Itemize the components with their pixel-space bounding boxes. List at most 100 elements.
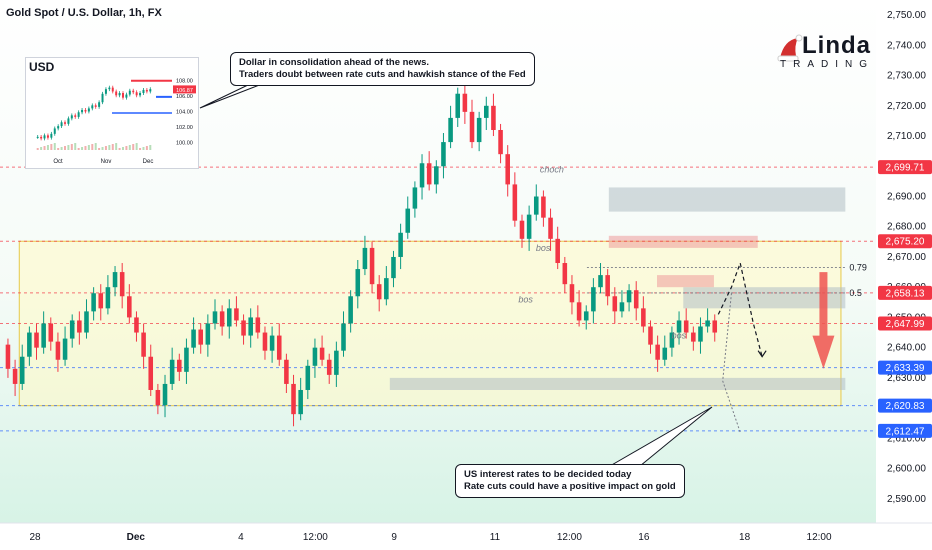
candle-body bbox=[305, 365, 311, 390]
inset-candle-body bbox=[125, 94, 128, 98]
price-tick-label: 2,730.00 bbox=[887, 71, 926, 82]
inset-volume-bar bbox=[104, 146, 107, 150]
candle-body bbox=[341, 323, 346, 351]
price-tick-label: 2,630.00 bbox=[887, 373, 926, 384]
candle-body bbox=[105, 287, 111, 309]
inset-volume-bar bbox=[91, 144, 94, 150]
candle-body bbox=[169, 359, 175, 384]
price-label-badge bbox=[878, 234, 932, 249]
price-label-text: 2,647.99 bbox=[886, 319, 925, 330]
inset-volume-bar bbox=[135, 143, 138, 150]
inset-title: USD bbox=[29, 60, 55, 74]
candle-body bbox=[512, 184, 518, 221]
candle-body bbox=[533, 196, 539, 215]
inset-candle-body bbox=[53, 128, 56, 134]
candle-body bbox=[91, 293, 96, 312]
price-label-badge bbox=[878, 423, 932, 438]
candle-body bbox=[712, 320, 718, 333]
candle-body bbox=[484, 105, 489, 118]
price-tick-label: 2,640.00 bbox=[887, 343, 926, 354]
price-label-badge bbox=[878, 285, 932, 300]
structure-label: bos bbox=[536, 243, 551, 253]
candle-body bbox=[355, 269, 361, 297]
inset-candle-body bbox=[111, 87, 114, 92]
inset-plot: 108.00 106.00 104.00 102.00 100.00 106.87 Oct N… bbox=[36, 79, 196, 165]
candle-body bbox=[312, 347, 318, 366]
callout-rates-line-2: Rate cuts could have a positive impact o… bbox=[464, 481, 676, 492]
price-tick-label: 2,680.00 bbox=[887, 222, 926, 233]
inset-volume-bar bbox=[101, 147, 104, 150]
inset-candle-body bbox=[87, 108, 90, 112]
candle-body bbox=[405, 208, 411, 233]
inset-volume-bar bbox=[142, 147, 145, 150]
candle-body bbox=[655, 344, 660, 360]
inset-volume-bar bbox=[77, 148, 80, 150]
candle-body bbox=[12, 368, 18, 384]
inset-volume-bar bbox=[53, 143, 56, 150]
inset-candle-body bbox=[94, 105, 97, 107]
candle-body bbox=[162, 383, 168, 406]
price-label-text: 2,620.83 bbox=[886, 401, 925, 412]
time-tick-label: 18 bbox=[739, 532, 751, 543]
candle-body bbox=[55, 341, 61, 360]
candle-body bbox=[583, 311, 589, 321]
candle-body bbox=[262, 332, 268, 351]
inset-candle-body bbox=[108, 87, 111, 90]
inset-candle-body bbox=[81, 109, 84, 113]
inset-volume-bar bbox=[115, 143, 118, 150]
price-label-text: 2,699.71 bbox=[886, 163, 925, 174]
inset-volume-bar bbox=[139, 148, 142, 150]
candle-body bbox=[476, 117, 482, 143]
callout-rates: US interest rates to be decided today Ra… bbox=[455, 464, 685, 498]
inset-volume-bar bbox=[145, 146, 148, 150]
inset-candle-body bbox=[101, 93, 104, 103]
candle-body bbox=[241, 320, 246, 336]
inset-candle-body bbox=[91, 105, 94, 109]
inset-volume-bar bbox=[149, 145, 152, 150]
candle-body bbox=[398, 232, 403, 257]
candle-body bbox=[591, 287, 596, 312]
logo-name: Linda bbox=[802, 32, 871, 59]
callout-dollar-line-2: Traders doubt between rate cuts and hawk… bbox=[239, 69, 526, 80]
price-label-badge bbox=[878, 316, 932, 331]
candle-body bbox=[562, 263, 568, 285]
inset-volume-bar bbox=[50, 144, 53, 150]
candle-body bbox=[41, 323, 46, 348]
inset-volume-bar bbox=[98, 148, 101, 150]
candle-body bbox=[598, 275, 603, 288]
candle-body bbox=[505, 154, 510, 185]
fib-level-label: 0.79 bbox=[849, 263, 867, 273]
inset-volume-bar bbox=[46, 145, 49, 150]
candle-body bbox=[683, 320, 689, 333]
logo-subtitle: TRADING bbox=[780, 59, 874, 70]
inset-volume-bar bbox=[132, 144, 135, 150]
inset-volume-bar bbox=[87, 145, 90, 150]
candle-body bbox=[576, 302, 582, 321]
candle-body bbox=[269, 335, 275, 351]
price-label-badge bbox=[878, 160, 932, 175]
inset-volume-bar bbox=[94, 143, 97, 150]
candle-body bbox=[362, 247, 368, 270]
candle-body bbox=[705, 320, 710, 327]
candle-body bbox=[255, 317, 261, 333]
candle-body bbox=[34, 332, 39, 348]
candle-body bbox=[319, 347, 325, 360]
candle-body bbox=[541, 196, 546, 218]
inset-candle-body bbox=[132, 90, 135, 93]
price-label-badge bbox=[878, 398, 932, 413]
price-tick-label: 2,610.00 bbox=[887, 433, 926, 444]
candle-body bbox=[291, 383, 296, 415]
inset-candle-body bbox=[60, 122, 63, 127]
candle-body bbox=[112, 272, 118, 288]
candle-body bbox=[455, 93, 461, 118]
candle-body bbox=[248, 317, 253, 336]
inset-volume-bar bbox=[67, 145, 70, 150]
candle-body bbox=[555, 238, 560, 264]
inset-candle-body bbox=[142, 89, 145, 94]
structure-label: bos bbox=[518, 294, 533, 304]
price-label-text: 2,612.47 bbox=[886, 426, 925, 437]
candle-body bbox=[626, 290, 632, 303]
candle-body bbox=[434, 166, 439, 185]
candle-body bbox=[384, 278, 389, 300]
